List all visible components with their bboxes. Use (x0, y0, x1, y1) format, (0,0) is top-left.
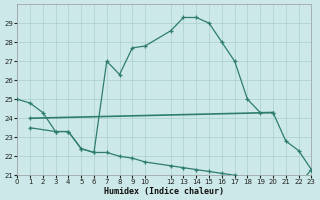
X-axis label: Humidex (Indice chaleur): Humidex (Indice chaleur) (104, 187, 224, 196)
